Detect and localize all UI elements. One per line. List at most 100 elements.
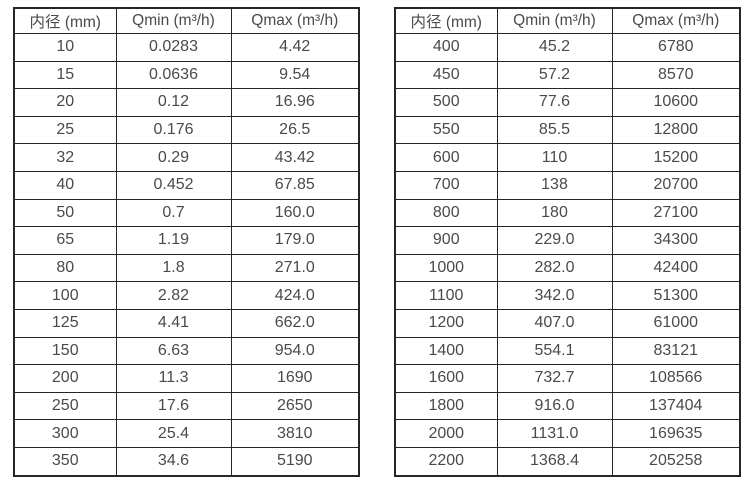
table-cell: 0.452: [115, 170, 232, 200]
table-cell: 2200: [394, 446, 498, 477]
table-cell: 271.0: [230, 253, 360, 283]
table-cell: 800: [394, 198, 498, 228]
column-header: 内径 (mm): [394, 7, 498, 34]
table-cell: 34.6: [115, 446, 232, 477]
table-cell: 500: [394, 88, 498, 117]
table-cell: 169635: [611, 419, 741, 448]
table-cell: 43.42: [230, 143, 360, 172]
table-cell: 11.3: [115, 364, 232, 393]
table-cell: 10600: [611, 88, 741, 117]
table-row: 25 0.176 26.5: [13, 115, 360, 145]
table-cell: 700: [394, 170, 498, 200]
table-cell: 229.0: [496, 226, 613, 255]
table-cell: 12800: [611, 115, 741, 145]
table-row: 1400 554.1 83121: [394, 336, 741, 366]
table-row: 2000 1131.0 169635: [394, 419, 741, 448]
table-cell: 424.0: [230, 281, 360, 310]
table-cell: 1690: [230, 364, 360, 393]
column-header: Qmax (m³/h): [611, 7, 741, 34]
table-cell: 17.6: [115, 391, 232, 421]
table-row: 1600 732.7 108566: [394, 364, 741, 393]
table-cell: 400: [394, 33, 498, 62]
column-header: 内径 (mm): [13, 7, 117, 34]
table-cell: 85.5: [496, 115, 613, 145]
table-row: 600 110 15200: [394, 143, 741, 172]
table-cell: 407.0: [496, 308, 613, 338]
table-cell: 0.176: [115, 115, 232, 145]
table-row: 1200 407.0 61000: [394, 308, 741, 338]
table-row: 1100 342.0 51300: [394, 281, 741, 310]
table-row: 32 0.29 43.42: [13, 143, 360, 172]
table-cell: 26.5: [230, 115, 360, 145]
table-cell: 15200: [611, 143, 741, 172]
table-cell: 34300: [611, 226, 741, 255]
table-cell: 125: [13, 308, 117, 338]
column-header: Qmin (m³/h): [496, 7, 613, 34]
table-cell: 40: [13, 170, 117, 200]
table-row: 300 25.4 3810: [13, 419, 360, 448]
table-cell: 0.0283: [115, 33, 232, 62]
table-row: 150 6.63 954.0: [13, 336, 360, 366]
table-cell: 65: [13, 226, 117, 255]
table-cell: 32: [13, 143, 117, 172]
table-row: 80 1.8 271.0: [13, 253, 360, 283]
table-cell: 916.0: [496, 391, 613, 421]
table-row: 350 34.6 5190: [13, 446, 360, 477]
table-cell: 83121: [611, 336, 741, 366]
table-row: 250 17.6 2650: [13, 391, 360, 421]
table-cell: 5190: [230, 446, 360, 477]
table-cell: 1800: [394, 391, 498, 421]
table-row: 65 1.19 179.0: [13, 226, 360, 255]
table-cell: 1100: [394, 281, 498, 310]
table-cell: 4.42: [230, 33, 360, 62]
table-row: 20 0.12 16.96: [13, 88, 360, 117]
table-cell: 600: [394, 143, 498, 172]
table-cell: 8570: [611, 60, 741, 90]
table-cell: 61000: [611, 308, 741, 338]
table-cell: 180: [496, 198, 613, 228]
table-cell: 0.29: [115, 143, 232, 172]
table-row: 125 4.41 662.0: [13, 308, 360, 338]
table-row: 10 0.0283 4.42: [13, 33, 360, 62]
table-row: 700 138 20700: [394, 170, 741, 200]
table-cell: 45.2: [496, 33, 613, 62]
table-cell: 2000: [394, 419, 498, 448]
table-cell: 67.85: [230, 170, 360, 200]
column-header: Qmax (m³/h): [230, 7, 360, 34]
table-cell: 1368.4: [496, 446, 613, 477]
table-cell: 1131.0: [496, 419, 613, 448]
table-cell: 100: [13, 281, 117, 310]
table-cell: 0.7: [115, 198, 232, 228]
table-cell: 16.96: [230, 88, 360, 117]
table-cell: 3810: [230, 419, 360, 448]
table-cell: 20: [13, 88, 117, 117]
table-cell: 342.0: [496, 281, 613, 310]
table-cell: 1.19: [115, 226, 232, 255]
table-row: 900 229.0 34300: [394, 226, 741, 255]
table-row: 550 85.5 12800: [394, 115, 741, 145]
table-cell: 25.4: [115, 419, 232, 448]
table-cell: 160.0: [230, 198, 360, 228]
table-cell: 1400: [394, 336, 498, 366]
header-row: 内径 (mm) Qmin (m³/h) Qmax (m³/h): [13, 7, 360, 34]
table-row: 500 77.6 10600: [394, 88, 741, 117]
table-cell: 110: [496, 143, 613, 172]
table-row: 200 11.3 1690: [13, 364, 360, 393]
table-cell: 77.6: [496, 88, 613, 117]
table-row: 50 0.7 160.0: [13, 198, 360, 228]
flow-table-right: 内径 (mm) Qmin (m³/h) Qmax (m³/h) 400 45.2 6780…: [394, 7, 741, 477]
table-cell: 20700: [611, 170, 741, 200]
table-cell: 732.7: [496, 364, 613, 393]
table-row: 1000 282.0 42400: [394, 253, 741, 283]
table-row: 400 45.2 6780: [394, 33, 741, 62]
flow-table-left: 内径 (mm) Qmin (m³/h) Qmax (m³/h) 10 0.0283 4.4…: [13, 7, 360, 477]
table-cell: 1600: [394, 364, 498, 393]
table-cell: 205258: [611, 446, 741, 477]
table-cell: 27100: [611, 198, 741, 228]
table-cell: 25: [13, 115, 117, 145]
table-cell: 2.82: [115, 281, 232, 310]
table-row: 100 2.82 424.0: [13, 281, 360, 310]
table-cell: 0.0636: [115, 60, 232, 90]
table-cell: 0.12: [115, 88, 232, 117]
